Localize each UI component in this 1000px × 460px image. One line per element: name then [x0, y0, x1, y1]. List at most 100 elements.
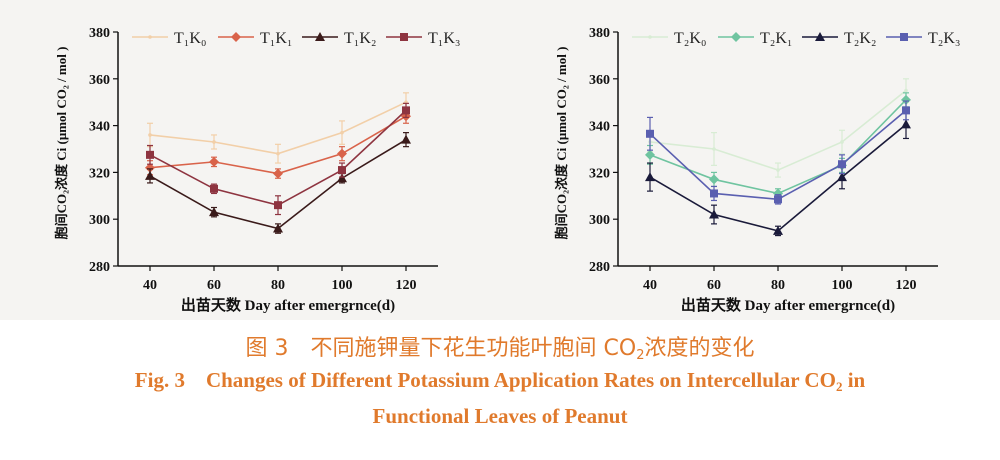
x-tick-label: 100 [832, 278, 853, 293]
chart-panel-t1: 280 300 320 340 360 380 40 60 80 100 120 出苗天数 Day a… [0, 0, 500, 320]
legend: T₁K₀ T₁K₁ T₁K₂ T₁K₃ [132, 30, 460, 47]
data-point [645, 172, 655, 182]
y-tick-label: 300 [589, 213, 610, 228]
caption-en1-a: Fig. 3 Changes of Different Potassium Ap… [134, 368, 836, 392]
figure-caption-english-line2: Functional Leaves of Peanut [372, 404, 628, 428]
data-point [337, 173, 347, 183]
x-axis-label: 出苗天数 Day after emergrnce(d) [181, 296, 395, 314]
data-point [274, 201, 282, 210]
x-tick-label: 60 [707, 278, 721, 293]
x-tick-label: 120 [896, 278, 917, 293]
x-axis-label: 出苗天数 Day after emergrnce(d) [681, 296, 895, 314]
figure-caption-english-line1: Fig. 3 Changes of Different Potassium Ap… [0, 368, 1000, 394]
series-3 [146, 102, 410, 216]
legend: T₂K₀ T₂K₁ T₂K₂ T₂K₃ [632, 30, 960, 47]
data-point [709, 209, 719, 219]
caption-en1-sub: 2 [835, 379, 843, 394]
data-point [146, 150, 154, 159]
data-point [776, 168, 780, 172]
data-point [276, 151, 280, 156]
x-tick-label: 40 [643, 278, 657, 293]
data-point [401, 134, 411, 144]
legend-label: T₁K₂ [344, 30, 376, 47]
data-point [645, 149, 655, 160]
y-tick-label: 360 [589, 73, 610, 88]
legend-label: T₂K₁ [760, 30, 792, 47]
data-point [712, 147, 716, 151]
legend-label: T₁K₃ [428, 30, 460, 47]
y-tick-label: 280 [589, 260, 610, 275]
legend-label: T₂K₂ [844, 30, 876, 47]
data-point [212, 140, 216, 144]
data-point [837, 172, 847, 182]
y-axis-label: 胞间CO₂浓度 Ci (μmol CO₂ / mol ) [554, 47, 569, 241]
data-point [709, 174, 719, 185]
legend-label: T₂K₃ [928, 30, 960, 47]
data-point [402, 106, 410, 115]
y-tick-label: 340 [89, 120, 110, 135]
y-tick-label: 300 [89, 213, 110, 228]
legend-marker [731, 32, 741, 42]
data-point [209, 156, 219, 167]
legend-marker [648, 35, 652, 39]
legend-marker [900, 33, 908, 41]
series-0 [147, 92, 409, 164]
y-tick-label: 320 [589, 166, 610, 181]
data-point [901, 119, 911, 129]
data-point [337, 148, 347, 159]
caption-cn-sub: 2 [636, 348, 645, 363]
data-point [145, 162, 155, 173]
data-point [340, 130, 344, 135]
data-point [904, 88, 908, 93]
data-point [273, 223, 283, 233]
y-tick-label: 380 [89, 26, 110, 41]
y-tick-label: 360 [89, 73, 110, 88]
x-tick-label: 40 [143, 278, 157, 293]
y-tick-label: 320 [89, 166, 110, 181]
data-point [646, 129, 654, 138]
caption-cn-prefix: 图 3 [245, 336, 289, 361]
series-3 [646, 100, 910, 205]
y-tick-label: 340 [589, 120, 610, 135]
data-point [774, 195, 782, 204]
legend-marker [231, 32, 241, 42]
data-point [338, 166, 346, 175]
legend-marker [148, 35, 152, 39]
legend-label: T₂K₀ [674, 30, 706, 47]
chart-panel-t2: 280 300 320 340 360 380 40 60 80 100 120 出苗天数 Day a… [500, 0, 1000, 320]
data-point [710, 189, 718, 198]
x-tick-label: 80 [271, 278, 285, 293]
x-tick-label: 60 [207, 278, 221, 293]
series-0 [647, 78, 909, 178]
x-tick-label: 80 [771, 278, 785, 293]
data-point [209, 207, 219, 217]
y-tick-label: 280 [89, 260, 110, 275]
data-point [148, 133, 152, 137]
caption-cn-text-b: 浓度的变化 [644, 336, 755, 361]
y-axis-label: 胞间CO₂浓度 Ci (μmol CO₂ / mol ) [54, 47, 69, 241]
data-point [902, 106, 910, 115]
x-tick-label: 120 [396, 278, 417, 293]
figure-caption-chinese: 图 3 不同施钾量下花生功能叶胞间 CO2浓度的变化 [0, 330, 1000, 363]
series-line [649, 109, 907, 201]
data-point [273, 168, 283, 179]
legend-label: T₁K₁ [260, 30, 292, 47]
caption-cn-text-a: 不同施钾量下花生功能叶胞间 CO [310, 336, 637, 361]
legend-marker [815, 32, 825, 41]
series-2 [145, 132, 411, 234]
series-line [649, 89, 907, 171]
data-point [901, 94, 911, 105]
data-point [145, 170, 155, 180]
legend-marker [400, 33, 408, 41]
caption-en1-b: in [842, 368, 866, 392]
data-point [838, 160, 846, 169]
x-tick-label: 100 [332, 278, 353, 293]
data-point [840, 140, 844, 144]
data-point [210, 184, 218, 193]
legend-marker [315, 32, 325, 41]
legend-label: T₁K₀ [174, 30, 206, 47]
data-point [773, 225, 783, 235]
y-tick-label: 380 [589, 26, 610, 41]
